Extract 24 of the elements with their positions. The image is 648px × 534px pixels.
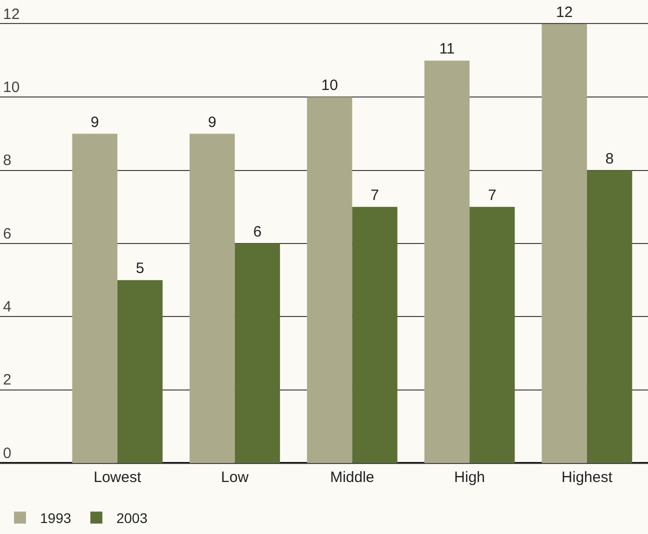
data-label: 12	[556, 4, 573, 21]
y-tick-label: 0	[3, 444, 12, 462]
data-label: 7	[488, 186, 496, 204]
x-tick-label: Highest	[562, 469, 614, 486]
legend-label: 1993	[40, 510, 72, 526]
x-tick-label: Low	[221, 469, 249, 486]
data-label: 9	[90, 114, 99, 131]
data-label: 8	[605, 150, 614, 168]
data-label: 7	[370, 186, 379, 204]
x-tick-label: High	[454, 469, 485, 486]
y-tick-label: 12	[3, 6, 20, 23]
y-tick-label: 4	[3, 298, 12, 316]
data-label: 9	[208, 114, 216, 131]
y-tick-label: 6	[3, 225, 12, 242]
y-tick-label: 10	[3, 78, 20, 96]
y-tick-label: 2	[3, 372, 12, 389]
data-label: 6	[253, 224, 262, 240]
legend-label: 2003	[116, 510, 148, 526]
y-tick-label: 8	[3, 152, 12, 170]
data-label: 5	[136, 260, 144, 278]
x-tick-label: Lowest	[94, 469, 142, 486]
x-tick-label: Middle	[330, 469, 374, 486]
data-label: 10	[321, 77, 338, 94]
data-label: 11	[439, 40, 455, 58]
